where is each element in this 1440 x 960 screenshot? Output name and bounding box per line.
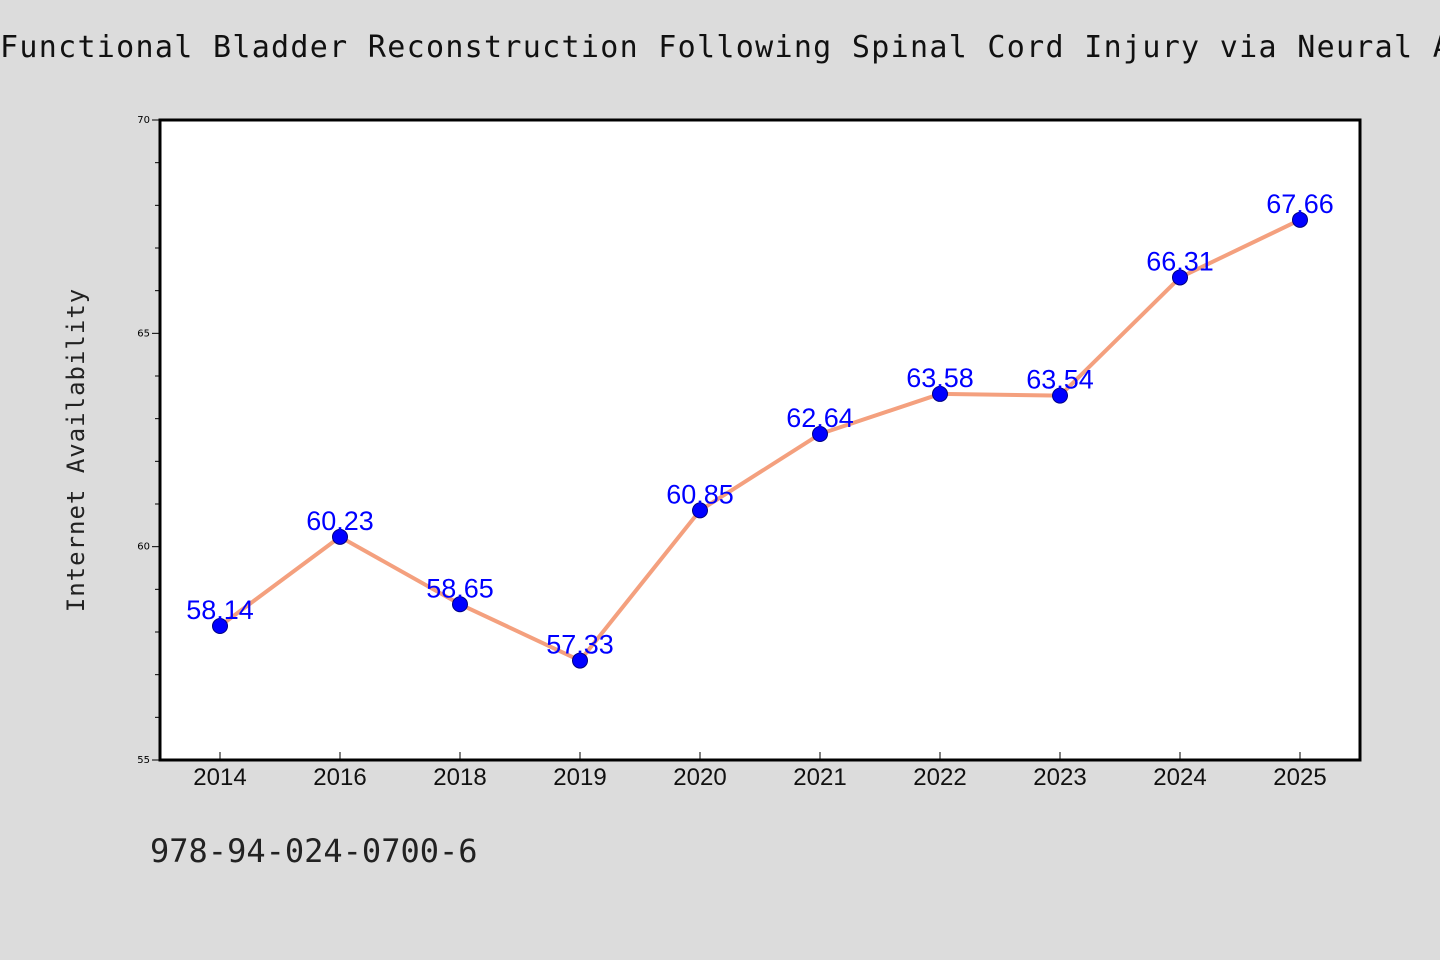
- series-line: [218, 217, 1302, 663]
- data-point: [332, 528, 348, 545]
- footer-code: 978-94-024-0700-6: [150, 832, 478, 870]
- y-tick-label: 65: [137, 328, 150, 339]
- chart-title: Functional Bladder Reconstruction Follow…: [0, 30, 1440, 65]
- y-tick-label: 55: [137, 755, 150, 766]
- data-point: [572, 652, 588, 669]
- data-label: 58.14: [186, 595, 254, 625]
- data-label: 57.33: [546, 630, 614, 660]
- x-tick-label: 2023: [1033, 764, 1086, 791]
- data-point: [932, 385, 948, 402]
- y-tick-label: 60: [137, 542, 150, 553]
- plot-area: [158, 118, 1362, 762]
- x-tick-label: 2014: [193, 764, 246, 791]
- x-tick-label: 2020: [673, 764, 726, 791]
- data-point: [1172, 269, 1188, 286]
- data-label: 60.23: [306, 506, 374, 536]
- data-point: [1292, 211, 1308, 228]
- x-tick-label: 2018: [433, 764, 486, 791]
- data-label: 63.58: [906, 363, 974, 393]
- x-tick-label: 2024: [1153, 764, 1206, 791]
- x-tick-label: 2021: [793, 764, 846, 791]
- data-label: 67.66: [1266, 189, 1334, 219]
- data-label: 63.54: [1026, 365, 1094, 395]
- data-label: 60.85: [666, 479, 734, 509]
- x-tick-label: 2025: [1273, 764, 1326, 791]
- data-label: 58.65: [426, 573, 494, 603]
- x-tick-label: 2016: [313, 764, 366, 791]
- data-point: [212, 618, 228, 635]
- data-point: [692, 502, 708, 519]
- data-label: 62.64: [786, 403, 854, 433]
- data-point: [1052, 387, 1068, 404]
- y-tick-label: 70: [137, 115, 150, 126]
- data-point: [812, 426, 828, 443]
- data-label: 66.31: [1146, 246, 1214, 276]
- data-point: [452, 596, 468, 613]
- x-tick-label: 2022: [913, 764, 966, 791]
- x-tick-label: 2019: [553, 764, 606, 791]
